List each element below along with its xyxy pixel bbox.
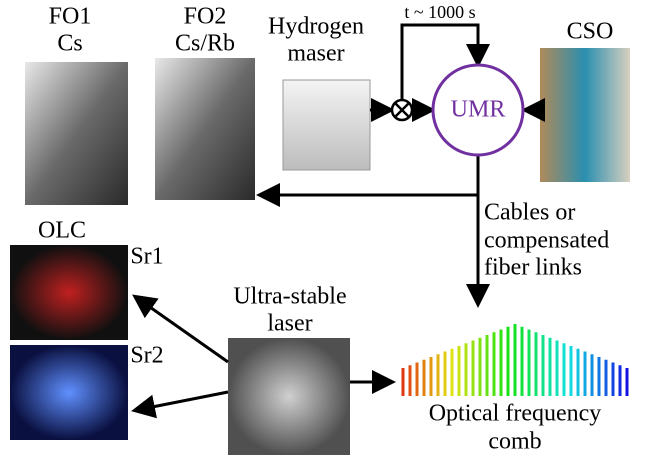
sr2-photo <box>10 345 128 440</box>
page: FO1 Cs FO2 Cs/Rb Hydrogen maser t ~ 1000… <box>0 0 657 461</box>
label: Sr2 <box>130 343 163 369</box>
label: Optical frequency <box>429 401 602 427</box>
label: OLC <box>38 218 86 244</box>
arrow <box>137 392 228 410</box>
label: t ~ 1000 s <box>404 2 475 22</box>
diagram: FO1 Cs FO2 Cs/Rb Hydrogen maser t ~ 1000… <box>0 0 657 461</box>
cso-photo <box>540 48 630 182</box>
label: CSO <box>567 19 614 45</box>
label: Cs/Rb <box>175 31 235 57</box>
frequency-comb <box>403 324 627 396</box>
label: Hydrogen <box>268 14 364 40</box>
label: Cs <box>57 31 82 57</box>
label: Sr1 <box>130 244 163 270</box>
label: FO2 <box>184 4 227 30</box>
laser-photo <box>228 338 350 455</box>
label: Ultra-stable <box>233 284 346 310</box>
label: comb <box>488 429 541 455</box>
label: compensated <box>484 228 609 254</box>
label: FO1 <box>49 4 92 30</box>
label: laser <box>267 311 312 337</box>
label: UMR <box>451 97 506 123</box>
fo1-photo <box>25 62 128 205</box>
sr1-photo <box>10 245 128 340</box>
label: Cables or <box>484 200 575 226</box>
label: maser <box>287 41 344 67</box>
label: fiber links <box>484 255 582 281</box>
fo2-photo <box>155 58 255 200</box>
maser-photo <box>283 80 370 170</box>
